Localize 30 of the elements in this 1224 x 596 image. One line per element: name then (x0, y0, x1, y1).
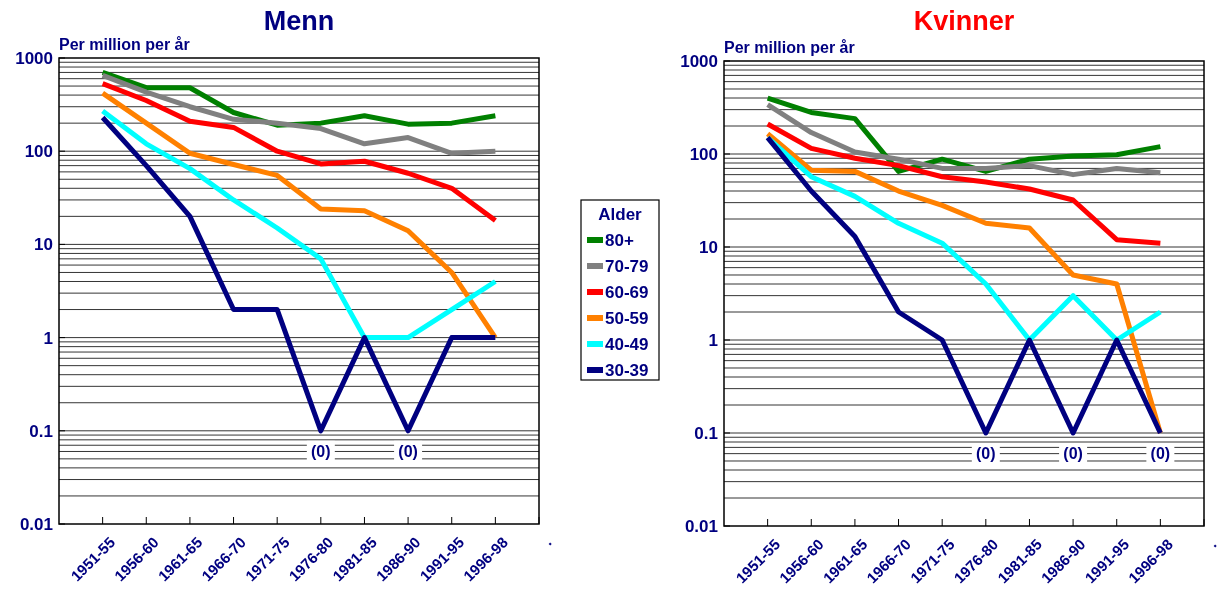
legend-label: 60-69 (605, 282, 649, 302)
y-tick-label: 1000 (680, 51, 718, 71)
y-tick-label: 10 (34, 235, 53, 255)
annotation: (0) (1063, 445, 1083, 462)
y-tick-label: 1000 (15, 48, 53, 68)
y-tick-label: 0.1 (29, 421, 53, 441)
x-tick-label: . (1204, 535, 1220, 551)
legend-label: 70-79 (605, 256, 649, 276)
y-tick-label: 100 (24, 142, 53, 162)
chart-title: Kvinner (913, 6, 1015, 36)
y-tick-label: 0.01 (19, 514, 53, 534)
annotation: (0) (1150, 445, 1171, 462)
annotation: (0) (311, 442, 331, 460)
y-axis-title: Per million per år (59, 36, 190, 53)
legend-label: 80+ (605, 230, 634, 250)
annotation: (0) (398, 442, 418, 460)
legend-label: 30-39 (605, 360, 649, 380)
annotation: (0) (976, 445, 996, 462)
legend-title: Alder (598, 205, 643, 224)
y-tick-label: 0.01 (684, 516, 718, 536)
y-tick-label: 1 (708, 330, 718, 350)
chart-title: Menn (263, 6, 335, 36)
legend-label: 40-49 (605, 334, 649, 354)
y-tick-label: 10 (699, 237, 718, 257)
x-tick-label: . (539, 533, 555, 549)
y-tick-label: 1 (43, 328, 53, 348)
legend-label: 50-59 (605, 308, 649, 328)
y-axis-title: Per million per år (724, 39, 855, 56)
y-tick-label: 100 (689, 144, 718, 164)
y-tick-label: 0.1 (694, 423, 718, 443)
